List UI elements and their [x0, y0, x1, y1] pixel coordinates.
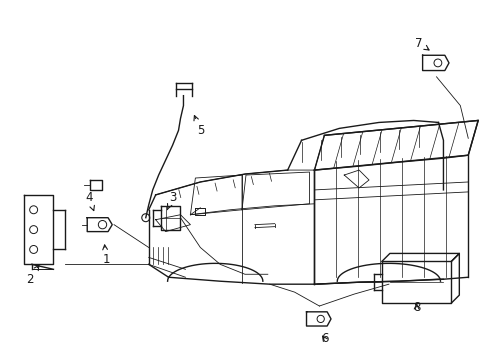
Text: 6: 6: [320, 332, 327, 345]
Text: 2: 2: [26, 265, 39, 286]
Text: 5: 5: [194, 116, 203, 137]
Text: 8: 8: [412, 301, 420, 314]
Text: 4: 4: [85, 192, 94, 211]
Text: 1: 1: [102, 245, 110, 266]
Text: 7: 7: [414, 37, 428, 50]
Text: 3: 3: [167, 192, 176, 210]
